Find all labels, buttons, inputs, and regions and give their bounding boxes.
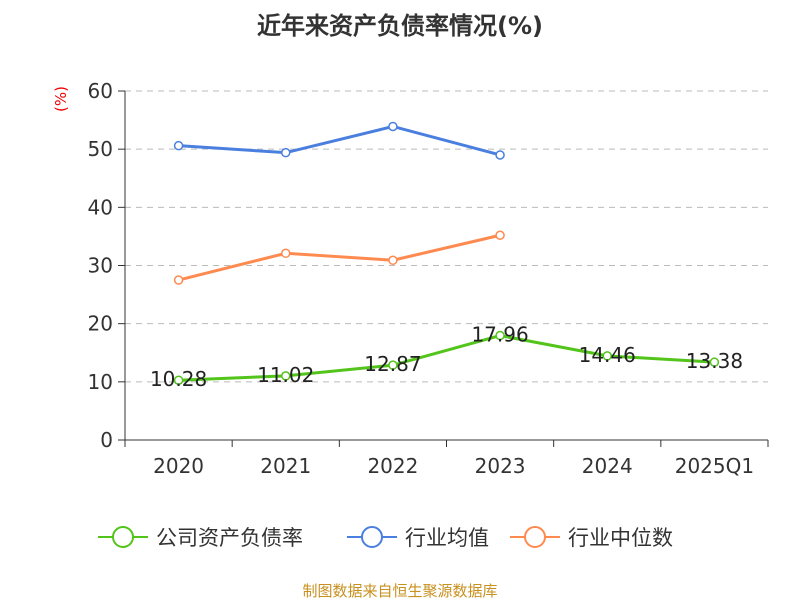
x-tick-label: 2020 bbox=[153, 454, 204, 478]
x-tick-label: 2023 bbox=[475, 454, 526, 478]
legend-label: 行业均值 bbox=[405, 526, 489, 550]
source-footer: 制图数据来自恒生聚源数据库 bbox=[302, 582, 498, 600]
data-point bbox=[495, 150, 505, 160]
y-tick-label: 30 bbox=[88, 254, 113, 278]
y-tick-label: 60 bbox=[88, 79, 113, 103]
data-label: 11.02 bbox=[257, 363, 314, 387]
legend-marker bbox=[524, 526, 546, 548]
series-line-1 bbox=[178, 124, 501, 157]
x-tick-label: 2022 bbox=[367, 454, 418, 478]
data-point bbox=[709, 357, 720, 367]
legend-label: 行业中位数 bbox=[568, 526, 673, 550]
data-point bbox=[388, 121, 398, 132]
data-point bbox=[281, 147, 291, 158]
data-point bbox=[173, 140, 184, 151]
data-label: 17.96 bbox=[471, 323, 528, 347]
data-label: 12.87 bbox=[364, 352, 421, 376]
x-tick-label: 2025Q1 bbox=[675, 454, 754, 478]
x-tick-label: 2021 bbox=[260, 454, 311, 478]
series-line-0 bbox=[178, 333, 715, 382]
data-label: 13.38 bbox=[686, 349, 743, 373]
data-label: 14.46 bbox=[579, 343, 636, 367]
chart-title: 近年来资产负债率情况(%) bbox=[257, 12, 543, 40]
y-tick-label: 40 bbox=[88, 195, 113, 219]
data-point bbox=[173, 375, 184, 385]
series-line-2 bbox=[178, 233, 501, 282]
data-point bbox=[388, 255, 398, 266]
data-point bbox=[495, 330, 505, 341]
legend-marker bbox=[361, 526, 383, 548]
x-tick-label: 2024 bbox=[582, 454, 633, 478]
y-tick-label: 20 bbox=[88, 312, 113, 336]
data-point bbox=[173, 275, 184, 285]
data-point bbox=[388, 360, 398, 370]
y-tick-label: 10 bbox=[88, 370, 113, 394]
data-point bbox=[602, 351, 612, 361]
data-point bbox=[281, 248, 291, 259]
data-point bbox=[495, 230, 505, 241]
y-tick-label: 50 bbox=[88, 137, 113, 161]
legend-label: 公司资产负债率 bbox=[156, 526, 303, 550]
legend-marker bbox=[112, 526, 134, 548]
data-label: 10.28 bbox=[150, 367, 207, 391]
y-tick-label: 0 bbox=[100, 428, 113, 452]
data-point bbox=[281, 371, 291, 381]
